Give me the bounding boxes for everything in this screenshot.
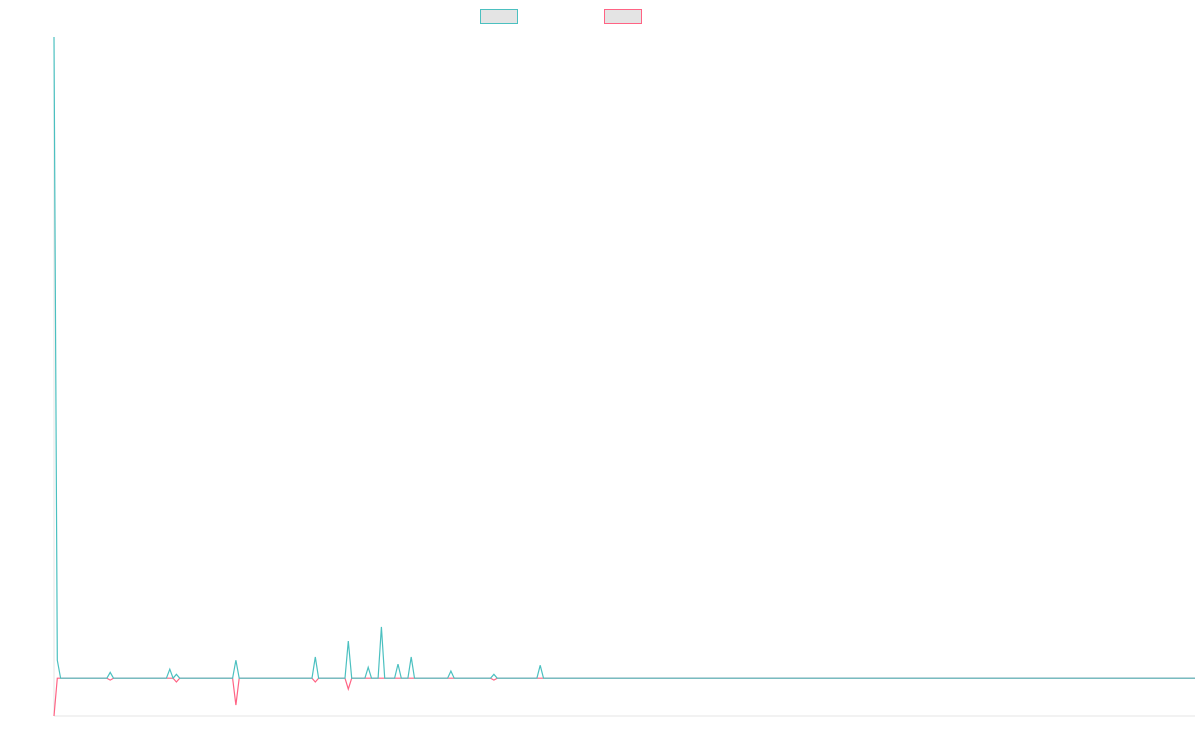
legend-swatch-series-2[interactable] bbox=[604, 9, 642, 24]
legend-swatch-series-1[interactable] bbox=[480, 9, 518, 24]
series-line-2 bbox=[53, 677, 1195, 717]
series-line-1 bbox=[53, 36, 1195, 680]
